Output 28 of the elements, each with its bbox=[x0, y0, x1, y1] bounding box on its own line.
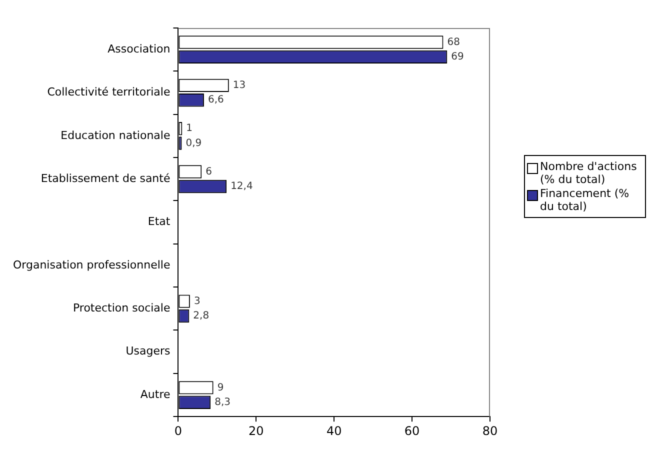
data-label: 69 bbox=[451, 52, 464, 63]
x-tick-label: 20 bbox=[248, 424, 264, 438]
x-tick-label: 40 bbox=[326, 424, 342, 438]
data-label: 8,3 bbox=[214, 396, 230, 408]
data-label: 12,4 bbox=[230, 181, 253, 192]
y-tick-label: Etat bbox=[148, 215, 171, 228]
legend-label: Financement (% du total) bbox=[540, 187, 630, 213]
y-tick-label: Organisation professionnelle bbox=[13, 258, 170, 272]
data-label: 6,6 bbox=[208, 94, 224, 106]
y-tick-label: Association bbox=[108, 42, 170, 56]
data-label: 9 bbox=[217, 382, 224, 394]
y-tick-label: Usagers bbox=[126, 344, 171, 358]
y-tick-label: Etablissement de santé bbox=[40, 172, 170, 185]
data-label: 1 bbox=[186, 123, 193, 134]
data-label: 13 bbox=[232, 80, 246, 92]
x-tick-label: 60 bbox=[404, 424, 420, 438]
data-label: 6 bbox=[206, 166, 212, 178]
data-label: 0,9 bbox=[186, 138, 202, 149]
x-tick-label: 80 bbox=[482, 424, 498, 438]
y-tick-label: Education nationale bbox=[60, 128, 170, 142]
data-label: 3 bbox=[194, 296, 200, 307]
data-label: 2,8 bbox=[193, 310, 210, 322]
text: Nombre d'actions (% du total) bbox=[540, 160, 638, 186]
y-tick-label: Protection sociale bbox=[72, 302, 170, 315]
data-label: 68 bbox=[447, 36, 460, 48]
y-tick-label: Autre bbox=[140, 388, 170, 401]
x-tick-label: 0 bbox=[174, 424, 182, 438]
y-tick-label: Collectivité territoriale bbox=[47, 86, 170, 99]
